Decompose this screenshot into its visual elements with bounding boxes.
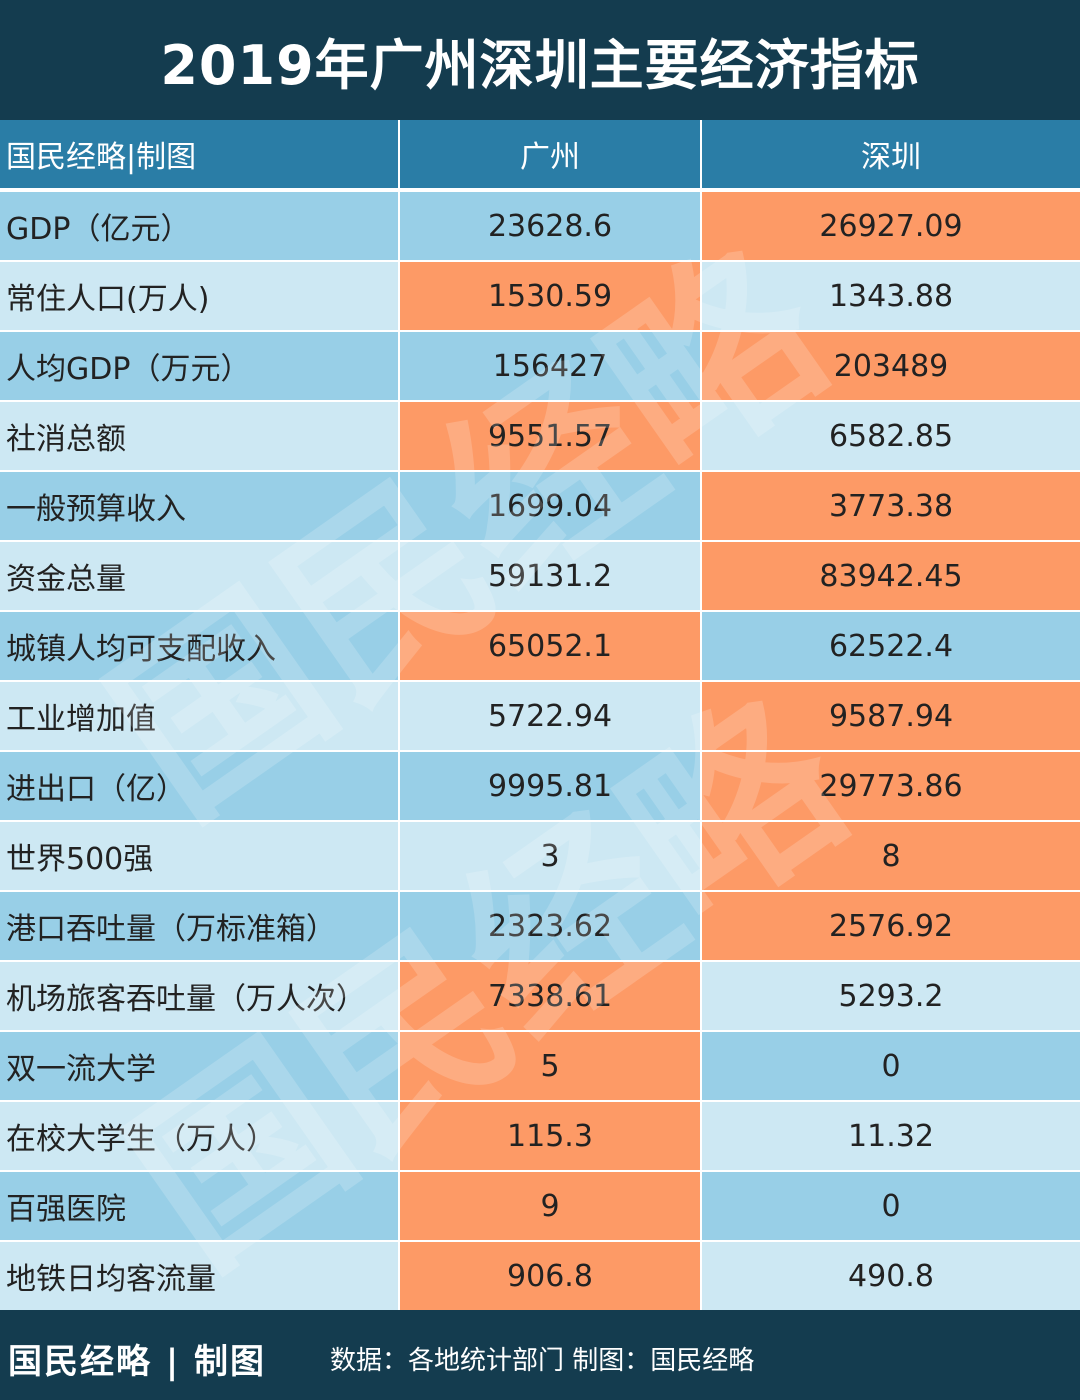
table-row: 城镇人均可支配收入 65052.1 62522.4 <box>0 612 1080 680</box>
guangzhou-value: 9 <box>400 1172 700 1240</box>
table-row: 资金总量 59131.2 83942.45 <box>0 542 1080 610</box>
shenzhen-value: 2576.92 <box>702 892 1080 960</box>
shenzhen-value: 29773.86 <box>702 752 1080 820</box>
indicator-name: 世界500强 <box>0 822 398 890</box>
table-row: 百强医院 9 0 <box>0 1172 1080 1240</box>
indicator-name: 百强医院 <box>0 1172 398 1240</box>
table-row: 世界500强 3 8 <box>0 822 1080 890</box>
indicator-name: 机场旅客吞吐量（万人次） <box>0 962 398 1030</box>
guangzhou-value: 65052.1 <box>400 612 700 680</box>
indicator-name: 在校大学生（万人） <box>0 1102 398 1170</box>
indicator-name: 地铁日均客流量 <box>0 1242 398 1310</box>
shenzhen-value: 3773.38 <box>702 472 1080 540</box>
indicator-name: 人均GDP（万元） <box>0 332 398 400</box>
indicator-name: 港口吞吐量（万标准箱） <box>0 892 398 960</box>
guangzhou-value: 1530.59 <box>400 262 700 330</box>
table-row: 港口吞吐量（万标准箱） 2323.62 2576.92 <box>0 892 1080 960</box>
footer-brand-logo: 国民经略 | 制图 <box>8 1342 267 1382</box>
shenzhen-value: 83942.45 <box>702 542 1080 610</box>
shenzhen-value: 0 <box>702 1032 1080 1100</box>
indicator-name: 进出口（亿） <box>0 752 398 820</box>
guangzhou-value: 9995.81 <box>400 752 700 820</box>
indicator-name: 一般预算收入 <box>0 472 398 540</box>
footer-source: 数据：各地统计部门 制图：国民经略 <box>330 1346 755 1376</box>
table-row: GDP（亿元） 23628.6 26927.09 <box>0 192 1080 260</box>
header-shenzhen: 深圳 <box>702 120 1080 188</box>
comparison-table: 国民经略|制图 广州 深圳 GDP（亿元） 23628.6 26927.09 常住人口… <box>0 120 1080 1312</box>
shenzhen-value: 9587.94 <box>702 682 1080 750</box>
indicator-name: 工业增加值 <box>0 682 398 750</box>
table-row: 一般预算收入 1699.04 3773.38 <box>0 472 1080 540</box>
indicator-name: 社消总额 <box>0 402 398 470</box>
shenzhen-value: 8 <box>702 822 1080 890</box>
table-row: 人均GDP（万元） 156427 203489 <box>0 332 1080 400</box>
guangzhou-value: 115.3 <box>400 1102 700 1170</box>
shenzhen-value: 6582.85 <box>702 402 1080 470</box>
guangzhou-value: 7338.61 <box>400 962 700 1030</box>
guangzhou-value: 23628.6 <box>400 192 700 260</box>
table-row: 进出口（亿） 9995.81 29773.86 <box>0 752 1080 820</box>
guangzhou-value: 2323.62 <box>400 892 700 960</box>
indicator-name: 城镇人均可支配收入 <box>0 612 398 680</box>
indicator-name: 常住人口(万人) <box>0 262 398 330</box>
table-row: 工业增加值 5722.94 9587.94 <box>0 682 1080 750</box>
guangzhou-value: 59131.2 <box>400 542 700 610</box>
guangzhou-value: 9551.57 <box>400 402 700 470</box>
shenzhen-value: 1343.88 <box>702 262 1080 330</box>
table-row: 常住人口(万人) 1530.59 1343.88 <box>0 262 1080 330</box>
guangzhou-value: 156427 <box>400 332 700 400</box>
shenzhen-value: 203489 <box>702 332 1080 400</box>
table-row: 机场旅客吞吐量（万人次） 7338.61 5293.2 <box>0 962 1080 1030</box>
header-label: 国民经略|制图 <box>0 120 398 188</box>
header-guangzhou: 广州 <box>400 120 700 188</box>
guangzhou-value: 3 <box>400 822 700 890</box>
shenzhen-value: 26927.09 <box>702 192 1080 260</box>
shenzhen-value: 11.32 <box>702 1102 1080 1170</box>
table-row: 地铁日均客流量 906.8 490.8 <box>0 1242 1080 1310</box>
guangzhou-value: 5722.94 <box>400 682 700 750</box>
indicator-name: 双一流大学 <box>0 1032 398 1100</box>
guangzhou-value: 5 <box>400 1032 700 1100</box>
guangzhou-value: 1699.04 <box>400 472 700 540</box>
shenzhen-value: 62522.4 <box>702 612 1080 680</box>
table-row: 在校大学生（万人） 115.3 11.32 <box>0 1102 1080 1170</box>
guangzhou-value: 906.8 <box>400 1242 700 1310</box>
indicator-name: 资金总量 <box>0 542 398 610</box>
table-header-row: 国民经略|制图 广州 深圳 <box>0 120 1080 188</box>
footer: 国民经略 | 制图 数据：各地统计部门 制图：国民经略 <box>0 1310 1080 1400</box>
shenzhen-value: 490.8 <box>702 1242 1080 1310</box>
table-row: 社消总额 9551.57 6582.85 <box>0 402 1080 470</box>
shenzhen-value: 0 <box>702 1172 1080 1240</box>
page-title: 2019年广州深圳主要经济指标 <box>0 0 1080 120</box>
shenzhen-value: 5293.2 <box>702 962 1080 1030</box>
table-row: 双一流大学 5 0 <box>0 1032 1080 1100</box>
indicator-name: GDP（亿元） <box>0 192 398 260</box>
